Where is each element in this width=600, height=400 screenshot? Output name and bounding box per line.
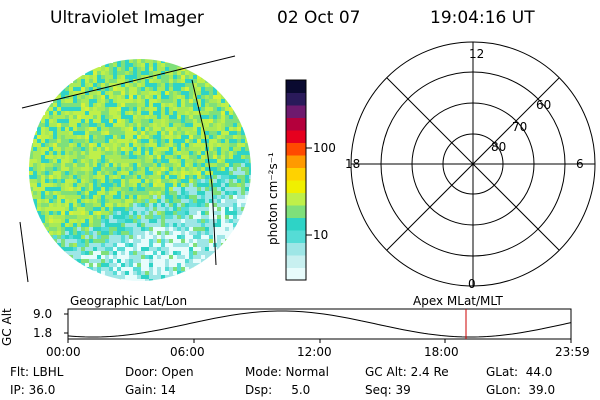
glat-info: GLat: 44.0: [486, 365, 553, 379]
x-tick-label: 12:00: [297, 345, 332, 359]
instrument-title: Ultraviolet Imager: [50, 8, 204, 28]
color-bar-segment: [286, 167, 306, 181]
color-bar-segment: [286, 180, 306, 193]
color-bar-segment: [286, 92, 306, 106]
y-tick-label: 9.0: [33, 307, 53, 321]
color-bar-label-100: 100: [313, 141, 336, 155]
x-tick-label: 23:59: [555, 345, 590, 359]
gc-alt-info: GC Alt: 2.4 Re: [365, 365, 449, 379]
polar-label-12: 12: [469, 47, 485, 61]
color-bar-unit: photon cm⁻²s⁻¹: [266, 152, 280, 245]
date-label: 02 Oct 07: [277, 8, 361, 28]
color-bar-segment: [286, 80, 306, 93]
image-grid-line: [21, 55, 236, 109]
polar-ring-label-80: 80: [491, 140, 507, 154]
y-tick-label: 1.8: [33, 326, 53, 340]
color-bar: [286, 80, 306, 281]
polar-label-0: 0: [468, 277, 476, 291]
color-bar-segment: [286, 130, 306, 143]
mode-info: Mode: Normal: [245, 365, 329, 379]
timeline-left-title: Geographic Lat/Lon: [70, 294, 188, 308]
polar-label-18: 18: [345, 157, 361, 171]
polar-axis-diagonal: [386, 77, 560, 251]
color-bar-frame: [285, 79, 307, 281]
x-tick-label: 06:00: [170, 345, 205, 359]
polar-ring-label-60: 60: [536, 98, 552, 112]
seq-info: Seq: 39: [365, 383, 411, 397]
color-bar-segment: [286, 192, 306, 206]
door-info: Door: Open: [125, 365, 194, 379]
x-tick-label: 18:00: [424, 345, 459, 359]
polar-label-6: 6: [576, 157, 584, 171]
color-bar-segment: [286, 267, 306, 281]
altitude-curve: [67, 310, 572, 338]
image-grid-line: [19, 221, 29, 283]
color-bar-segment: [286, 217, 306, 231]
timeline-right-title: Apex MLat/MLT: [413, 294, 503, 308]
color-bar-segment: [286, 142, 306, 156]
polar-plot: [350, 41, 596, 287]
x-tick-label: 00:00: [46, 345, 81, 359]
filter-info: Flt: LBHL: [10, 365, 64, 379]
color-bar-segment: [286, 117, 306, 131]
color-bar-segment: [286, 205, 306, 218]
uv-image-disc: [29, 59, 251, 281]
color-bar-segment: [286, 255, 306, 268]
polar-ring-label-70: 70: [512, 120, 528, 134]
timeline-axis-label: GC Alt: [0, 308, 14, 346]
dsp-info: Dsp: 5.0: [245, 383, 311, 397]
glon-info: GLon: 39.0: [486, 383, 556, 397]
color-bar-segment: [286, 155, 306, 168]
color-bar-segment: [286, 230, 306, 243]
color-bar-segment: [286, 105, 306, 118]
gain-info: Gain: 14: [125, 383, 176, 397]
ip-info: IP: 36.0: [10, 383, 56, 397]
color-bar-label-10: 10: [313, 228, 329, 242]
time-label: 19:04:16 UT: [430, 8, 535, 28]
color-bar-segment: [286, 242, 306, 256]
image-grid-line: [191, 79, 217, 266]
